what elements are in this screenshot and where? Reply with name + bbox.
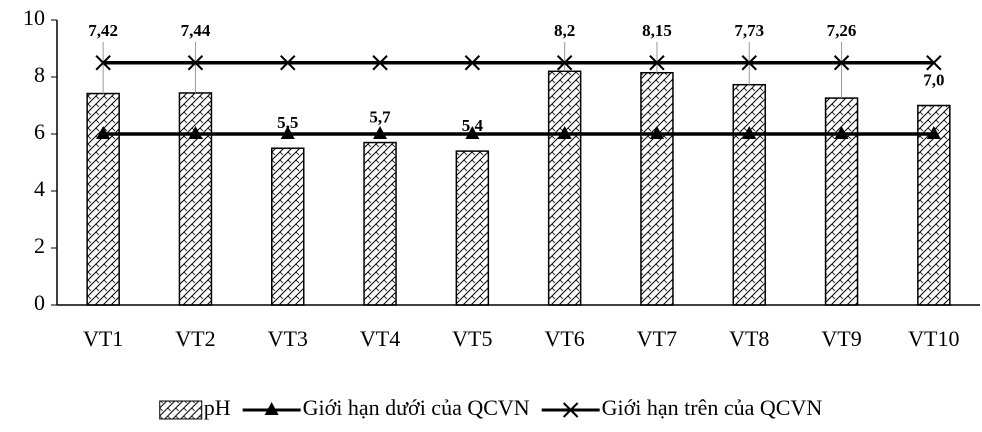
x-tick-label: VT6 [544,326,584,351]
y-tick-label: 0 [34,290,45,315]
line-marker [95,55,111,71]
legend-label: Giới hạn dưới của QCVN [303,395,530,420]
line-marker [96,126,111,139]
value-label: 8,15 [642,21,672,40]
line-marker [926,55,942,71]
value-label: 7,44 [181,21,211,40]
x-tick-label: VT5 [452,326,492,351]
value-label: 8,2 [554,21,575,40]
y-tick-label: 6 [34,119,45,144]
value-label: 5,4 [462,116,484,135]
line-marker [464,55,481,71]
line-marker [649,55,665,71]
legend: pH Giới hạn dưới của QCVN Giới hạn trên củ… [159,395,823,420]
line-marker [834,126,849,139]
line-marker [649,126,664,139]
x-tick-label: VT1 [83,326,123,351]
legend-marker [264,402,279,415]
legend-marker [562,402,579,418]
bar [271,147,305,306]
value-label: 5,5 [277,113,298,132]
x-tick-label: VT10 [908,326,959,351]
line-marker [833,55,850,71]
value-label: 7,0 [923,70,944,89]
bar [455,150,490,306]
value-label: 7,73 [734,21,764,40]
bar [547,70,582,306]
line-marker [187,55,204,71]
line-marker [280,126,295,139]
x-tick-label: VT2 [175,326,215,351]
line-marker [465,126,480,139]
bar [178,92,213,306]
bar [363,141,397,306]
x-tick-label: VT7 [637,326,677,351]
line-marker [188,126,203,139]
line-marker [926,126,941,139]
bar [732,83,766,306]
bar [86,92,120,306]
line-marker [557,126,572,139]
value-label: 5,7 [369,107,391,126]
y-tick-label: 10 [23,5,45,30]
line-marker [373,126,388,139]
line-marker [556,55,573,71]
line-marker [742,126,757,139]
value-label: 7,26 [827,21,857,40]
legend-label: Giới hạn trên của QCVN [602,395,823,420]
x-tick-label: VT4 [360,326,400,351]
line-marker [372,55,388,71]
y-tick-label: 4 [34,176,45,201]
x-tick-label: VT8 [729,326,769,351]
legend-swatch [159,400,203,420]
x-tick-label: VT9 [821,326,861,351]
x-tick-label: VT3 [268,326,308,351]
bar [640,71,674,306]
value-label: 7,42 [88,21,118,40]
y-tick-label: 8 [34,62,45,87]
line-marker [741,55,757,71]
legend-label: pH [204,395,231,420]
y-tick-label: 2 [34,233,45,258]
line-marker [280,55,296,71]
